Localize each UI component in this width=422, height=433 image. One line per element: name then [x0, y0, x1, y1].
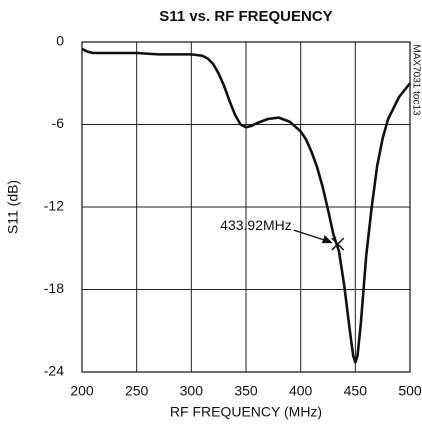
y-tick-label: -18: [44, 280, 64, 296]
x-tick-label: 400: [289, 383, 313, 399]
x-axis-label: RF FREQUENCY (MHz): [170, 404, 322, 420]
x-tick-label: 250: [125, 383, 149, 399]
x-tick-label: 200: [70, 383, 94, 399]
y-axis-label: S11 (dB): [5, 180, 21, 234]
y-tick-label: -12: [44, 198, 64, 214]
chart-title: S11 vs. RF FREQUENCY: [159, 8, 332, 25]
y-tick-label: -24: [44, 363, 64, 379]
annotation-arrowhead: [321, 235, 333, 244]
figure-id: MAX7031 toc13: [410, 44, 421, 116]
annotation-text: 433.92MHz: [220, 217, 292, 233]
x-tick-label: 500: [398, 383, 422, 399]
plot-frame: [81, 41, 411, 373]
y-tick-label: -6: [52, 115, 65, 131]
annotation-marker: [331, 237, 345, 251]
y-tick-label: 0: [56, 33, 64, 49]
x-tick-label: 450: [344, 383, 368, 399]
x-tick-label: 300: [180, 383, 204, 399]
data-line: [81, 47, 412, 364]
x-tick-label: 350: [234, 383, 258, 399]
